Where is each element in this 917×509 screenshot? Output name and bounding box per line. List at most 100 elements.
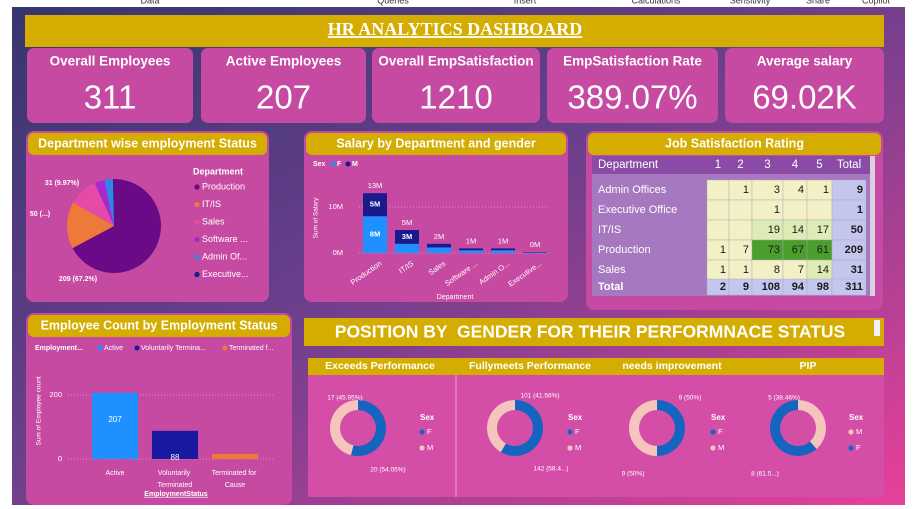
kpi-value: 69.02K bbox=[752, 79, 857, 116]
legend-label: Active bbox=[104, 345, 123, 352]
table-value: 8 bbox=[774, 264, 780, 276]
panel-title: Fullymeets Performance bbox=[469, 360, 591, 372]
pie-slice bbox=[104, 179, 114, 226]
legend-swatch bbox=[567, 445, 573, 451]
table-value: 1 bbox=[743, 184, 749, 196]
pie-slice bbox=[94, 179, 114, 226]
kpi-card bbox=[547, 48, 718, 123]
table-header: 2 bbox=[737, 159, 743, 171]
table-value: 14 bbox=[817, 264, 829, 276]
donut-segment bbox=[657, 400, 685, 456]
table-value: 9 bbox=[857, 184, 863, 196]
legend-label: F bbox=[427, 427, 432, 436]
legend-label: M bbox=[575, 443, 581, 452]
kpi-label: Average salary bbox=[757, 54, 853, 69]
legend-swatch bbox=[848, 429, 854, 435]
x-axis-label: Department bbox=[437, 294, 474, 301]
performance-panel bbox=[308, 358, 884, 497]
total-label: 1M bbox=[466, 236, 476, 245]
row-label: Admin Offices bbox=[598, 184, 667, 196]
table-header: 1 bbox=[715, 159, 721, 171]
legend-title: Department bbox=[193, 166, 243, 176]
bar-segment bbox=[427, 247, 451, 253]
kpi-label: Active Employees bbox=[226, 54, 342, 69]
table-header: 5 bbox=[816, 159, 822, 171]
legend-title: Sex bbox=[568, 413, 583, 422]
donut-segment bbox=[329, 400, 358, 456]
table-header: 4 bbox=[792, 159, 799, 171]
table-scrollbar bbox=[870, 156, 875, 296]
legend-swatch bbox=[194, 236, 200, 243]
ribbon-tab: Copilot bbox=[862, 0, 891, 5]
employee-header bbox=[28, 315, 290, 337]
ribbon-tab: Sensitivity bbox=[730, 0, 771, 5]
bar-label: 207 bbox=[108, 415, 122, 424]
kpi-card bbox=[27, 48, 193, 123]
legend-swatch bbox=[567, 429, 573, 435]
salary-title: Salary by Department and gender bbox=[336, 136, 536, 150]
legend-title: Sex bbox=[313, 161, 326, 168]
legend-swatch bbox=[419, 429, 425, 435]
legend-swatch bbox=[419, 445, 425, 451]
bar-segment bbox=[427, 243, 451, 248]
job-header bbox=[588, 133, 881, 155]
bar-segment bbox=[395, 243, 419, 253]
table-value: 1 bbox=[720, 264, 726, 276]
x-tick-label: Active bbox=[105, 470, 124, 477]
legend-swatch bbox=[345, 161, 351, 167]
legend-swatch bbox=[194, 201, 200, 208]
table-cell bbox=[831, 278, 867, 296]
table-cell bbox=[706, 179, 730, 201]
table-header-row bbox=[592, 156, 870, 174]
pie-label: 209 (67.2%) bbox=[59, 276, 97, 283]
ribbon-tab: Insert bbox=[514, 0, 537, 5]
donut-label: 5 (38.46%) bbox=[768, 395, 800, 402]
table-value: 73 bbox=[768, 244, 780, 256]
legend-label: Voluntarily Termina... bbox=[141, 345, 206, 352]
legend-label: M bbox=[718, 443, 724, 452]
donut-segment bbox=[629, 400, 657, 456]
bar bbox=[212, 453, 258, 459]
legend-label: Sales bbox=[202, 216, 225, 226]
legend-swatch bbox=[194, 254, 200, 260]
y-tick-label: 10M bbox=[328, 202, 343, 211]
bar bbox=[92, 392, 138, 459]
legend-label: M bbox=[352, 161, 358, 168]
table-value: 61 bbox=[817, 244, 829, 256]
row-label: Sales bbox=[598, 264, 626, 276]
y-tick-label: 200 bbox=[49, 390, 62, 399]
table-cell bbox=[728, 219, 753, 241]
row-label: Production bbox=[598, 244, 651, 256]
legend-label: Terminated f... bbox=[229, 345, 273, 352]
pie-title: Department wise employment Status bbox=[38, 136, 257, 150]
dashboard-title: HR ANALYTICS DASHBOARD bbox=[328, 19, 582, 39]
donut-segment bbox=[487, 400, 515, 453]
kpi-value: 207 bbox=[256, 79, 311, 116]
x-axis-label: EmploymentStatus bbox=[144, 491, 208, 498]
segment-label: 3M bbox=[402, 232, 412, 241]
x-tick-label: Voluntarily Terminated bbox=[158, 470, 193, 489]
salary-header bbox=[306, 133, 566, 155]
table-value: 108 bbox=[762, 281, 780, 293]
table-value: 7 bbox=[743, 244, 749, 256]
legend-label: F bbox=[337, 161, 342, 168]
legend-label: M bbox=[427, 443, 433, 452]
table-value: 3 bbox=[774, 184, 780, 196]
kpi-label: Overall EmpSatisfaction bbox=[378, 54, 533, 69]
kpi-label: Overall Employees bbox=[50, 54, 171, 69]
row-label: IT/IS bbox=[598, 224, 621, 236]
job-title: Job Satisfaction Rating bbox=[665, 136, 804, 150]
kpi-value: 1210 bbox=[419, 79, 492, 116]
y-tick-label: 0M bbox=[333, 248, 343, 257]
table-value: 19 bbox=[768, 224, 780, 236]
table-value: 14 bbox=[792, 224, 804, 236]
ribbon-tab: Queries bbox=[377, 0, 409, 5]
bar bbox=[152, 430, 198, 459]
legend-swatch bbox=[134, 345, 140, 351]
table-value: 98 bbox=[817, 281, 829, 293]
table-value: 31 bbox=[851, 264, 863, 276]
table-value: 4 bbox=[798, 184, 804, 196]
title-bar bbox=[25, 15, 884, 47]
kpi-value: 311 bbox=[84, 79, 137, 116]
